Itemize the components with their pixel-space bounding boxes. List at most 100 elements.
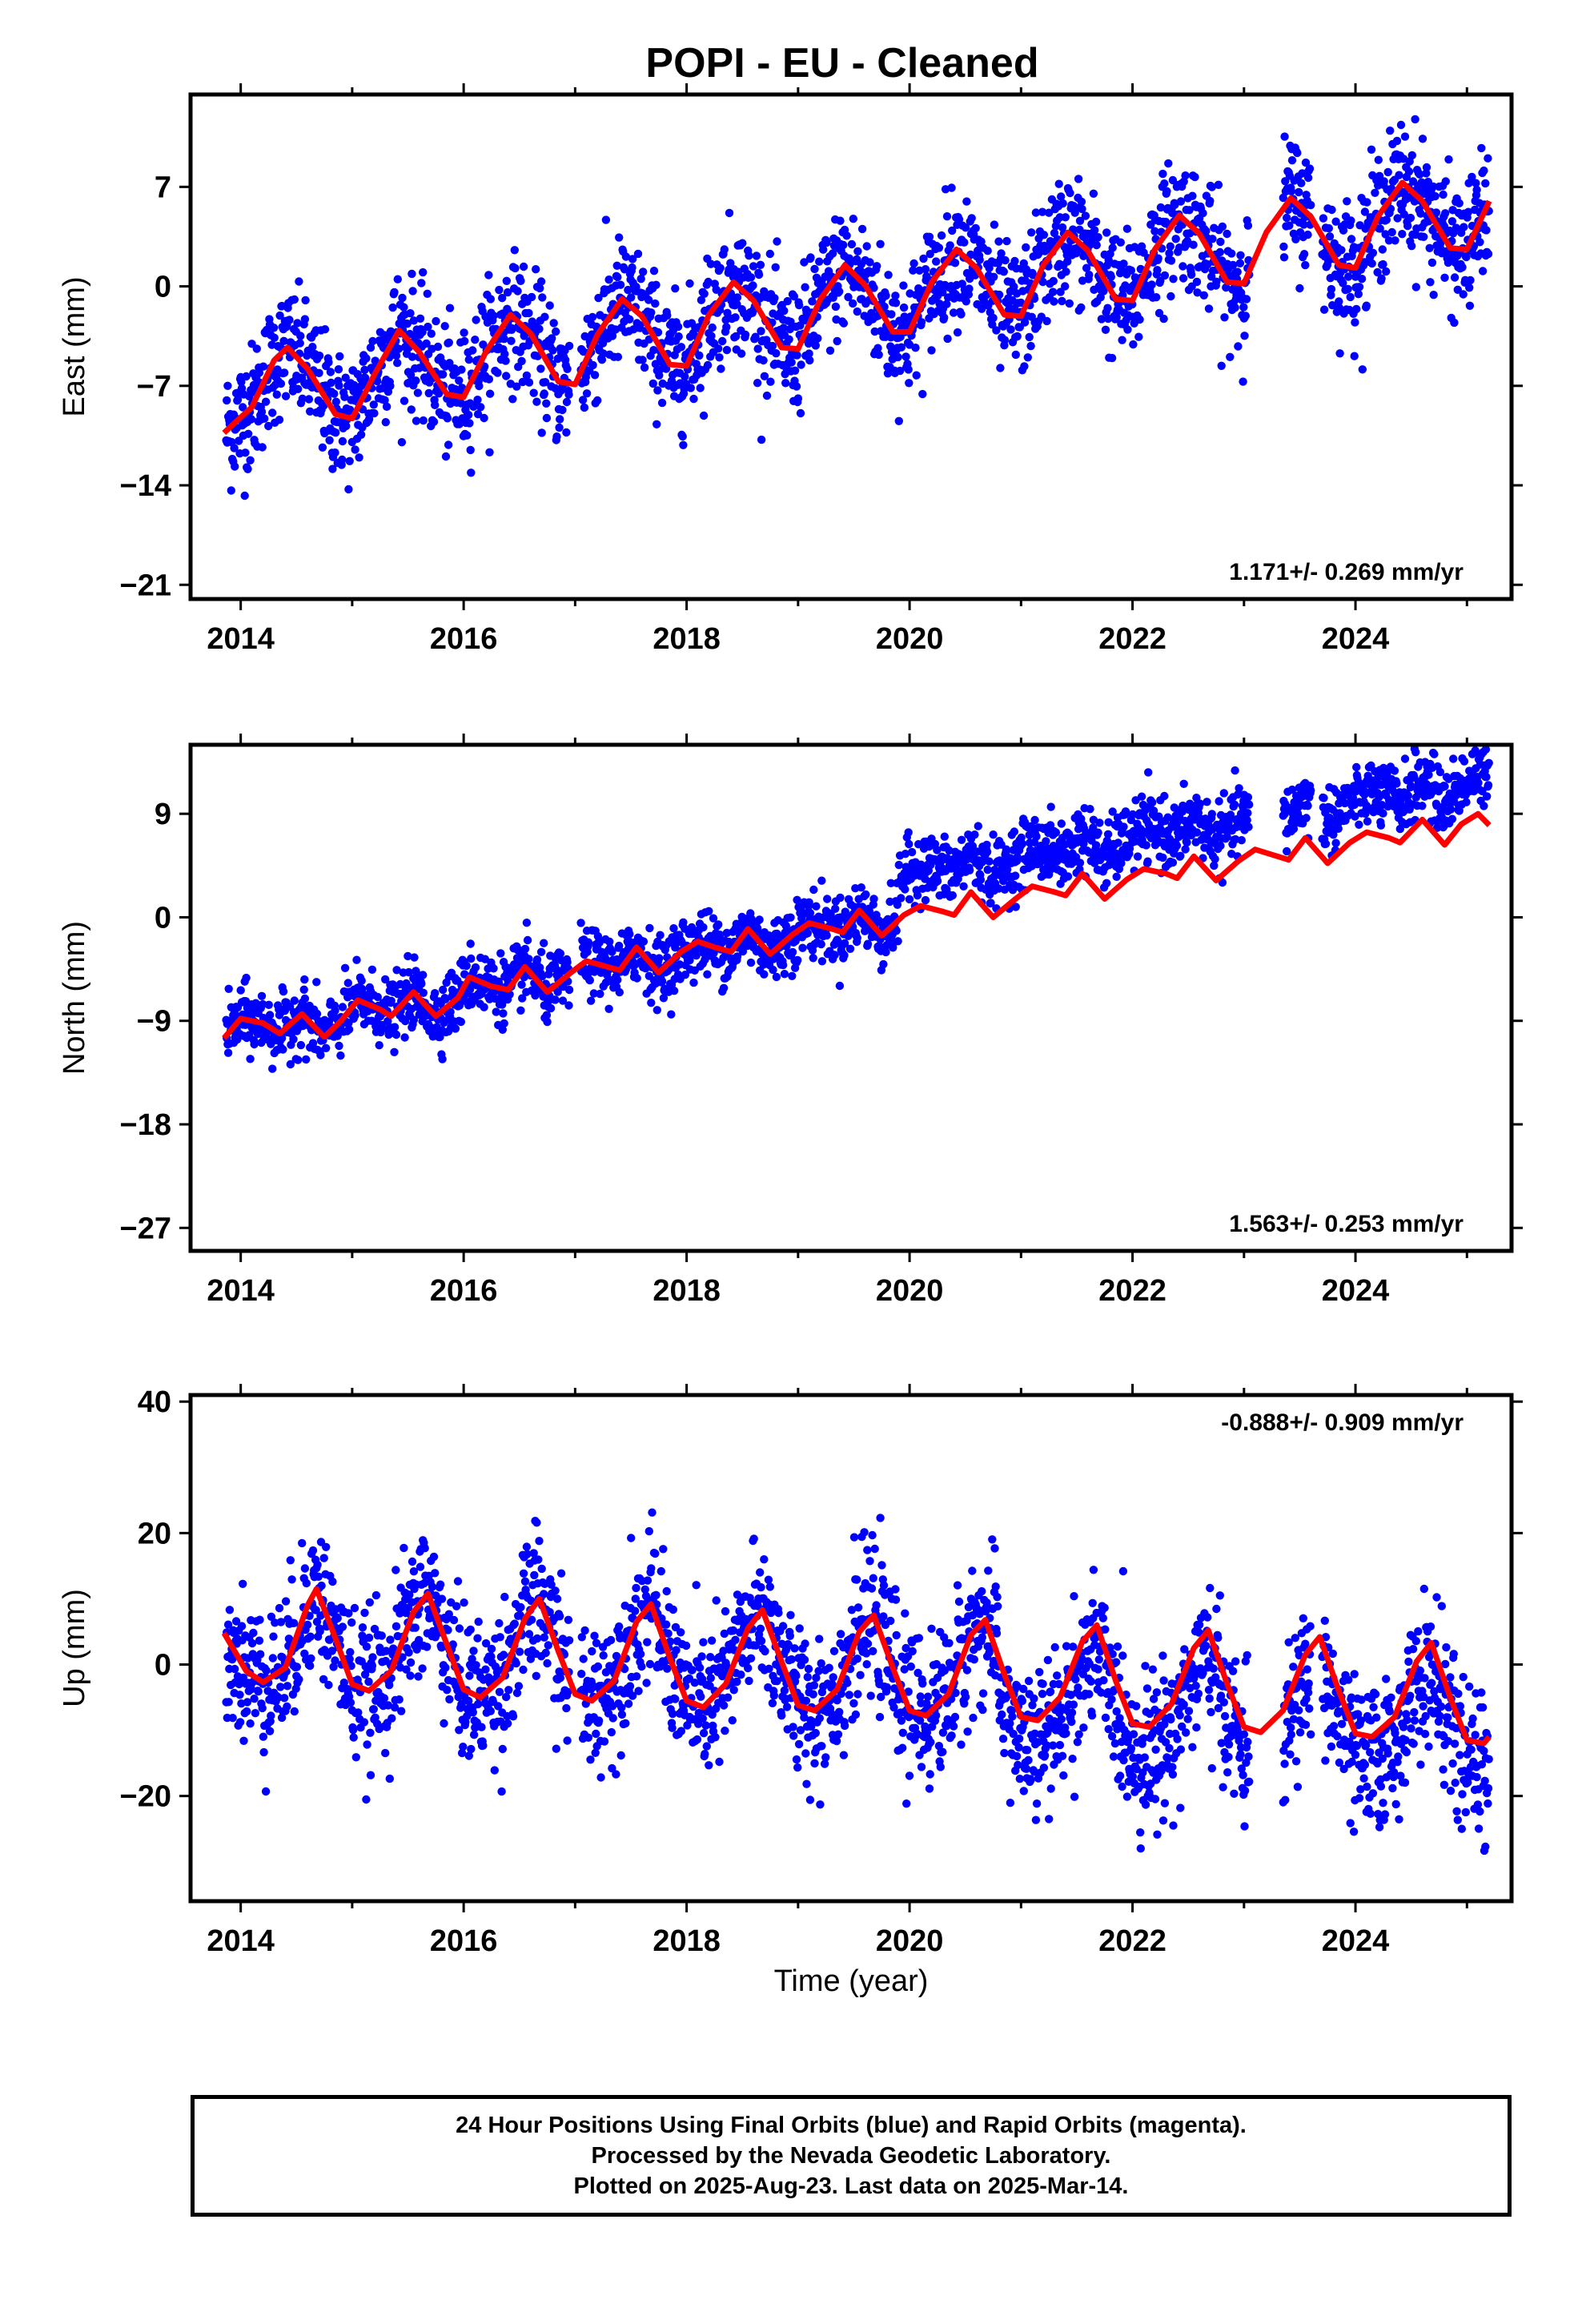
east-data-point — [301, 296, 310, 305]
east-data-point — [415, 364, 424, 372]
east-data-point — [811, 341, 820, 350]
east-data-point — [1383, 167, 1392, 177]
north-data-point — [576, 919, 585, 927]
east-data-point — [1091, 217, 1101, 227]
north-data-point — [1112, 872, 1121, 882]
east-data-point — [335, 381, 343, 390]
east-data-point — [842, 231, 851, 240]
east-data-point — [996, 364, 1005, 372]
east-data-point — [1056, 287, 1065, 296]
east-data-point — [1415, 170, 1424, 179]
east-data-point — [971, 223, 980, 233]
north-data-point — [709, 914, 718, 923]
east-data-point — [1378, 245, 1387, 254]
east-data-point — [1075, 216, 1085, 225]
east-data-point — [978, 304, 986, 313]
x-tick-label: 2022 — [1098, 622, 1166, 656]
east-data-point — [281, 392, 291, 400]
east-data-point — [829, 293, 837, 302]
north-data-point — [556, 949, 565, 958]
east-data-point — [1231, 304, 1239, 312]
east-data-point — [1295, 283, 1304, 293]
east-data-point — [1331, 217, 1340, 226]
east-data-point — [937, 231, 946, 240]
east-data-point — [839, 319, 849, 328]
north-data-point — [705, 907, 713, 916]
x-tick-label: 2018 — [652, 622, 721, 656]
east-data-point — [828, 249, 837, 258]
north-data-point — [498, 1000, 507, 1009]
east-data-point — [810, 264, 819, 274]
east-data-point — [621, 252, 631, 261]
east-data-point — [590, 371, 600, 380]
x-tick-label: 2014 — [207, 1274, 275, 1308]
x-tick-label: 2018 — [652, 1274, 721, 1308]
east-data-point — [831, 302, 841, 312]
north-data-point — [1226, 810, 1235, 819]
east-data-point — [295, 277, 303, 286]
east-data-point — [1016, 298, 1026, 308]
east-data-point — [686, 384, 695, 392]
north-data-point — [540, 939, 548, 947]
east-data-point — [1440, 273, 1449, 282]
north-data-point — [1179, 779, 1188, 788]
east-data-point — [517, 356, 526, 366]
east-data-point — [1327, 284, 1336, 294]
east-data-point — [1384, 236, 1394, 245]
north-data-point — [427, 1023, 436, 1032]
east-data-point — [257, 408, 267, 416]
east-data-point — [918, 389, 927, 399]
east-data-point — [1418, 135, 1427, 143]
y-tick-label: 0 — [155, 271, 171, 304]
north-data-point — [1483, 792, 1492, 801]
north-data-point — [532, 955, 542, 964]
east-data-point — [463, 431, 472, 440]
north-data-point — [982, 847, 992, 857]
north-fit-curve — [222, 810, 1492, 1040]
east-data-point — [366, 343, 375, 352]
north-data-point — [1243, 809, 1252, 818]
east-data-point — [785, 335, 793, 344]
east-data-point — [696, 384, 705, 392]
east-data-point — [351, 445, 359, 454]
east-data-point — [651, 360, 661, 368]
east-data-point — [948, 226, 957, 235]
east-data-point — [1118, 336, 1126, 344]
east-data-point — [962, 197, 971, 206]
north-data-point — [608, 947, 616, 956]
east-data-point — [762, 391, 772, 400]
north-data-point — [1148, 798, 1157, 807]
east-data-point — [242, 372, 251, 381]
east-data-point — [633, 249, 643, 259]
east-data-point — [1395, 171, 1403, 179]
east-data-point — [1360, 207, 1370, 216]
north-data-point — [259, 999, 267, 1009]
north-data-point — [1307, 786, 1315, 795]
east-data-point — [652, 420, 661, 428]
east-data-point — [671, 284, 680, 293]
north-data-point — [1210, 861, 1219, 870]
north-data-point — [904, 828, 913, 837]
north-data-point — [312, 1009, 322, 1019]
east-data-point — [1202, 227, 1211, 235]
east-data-point — [1010, 282, 1018, 292]
north-data-point — [1223, 832, 1231, 842]
east-data-point — [246, 456, 255, 464]
east-data-point — [1097, 315, 1106, 324]
north-data-point — [404, 967, 413, 977]
east-data-point — [460, 328, 468, 337]
north-data-point — [886, 879, 896, 888]
north-data-point — [933, 877, 942, 886]
east-data-point — [545, 301, 554, 310]
east-data-point — [1077, 303, 1086, 312]
east-data-point — [615, 233, 624, 242]
east-data-point — [636, 275, 645, 283]
east-data-point — [919, 254, 928, 263]
east-data-point — [647, 308, 656, 317]
east-data-point — [1381, 230, 1390, 239]
x-tick-label: 2022 — [1098, 1274, 1166, 1308]
east-data-point — [331, 448, 339, 457]
east-data-point — [308, 343, 317, 352]
north-data-point — [1215, 797, 1223, 806]
